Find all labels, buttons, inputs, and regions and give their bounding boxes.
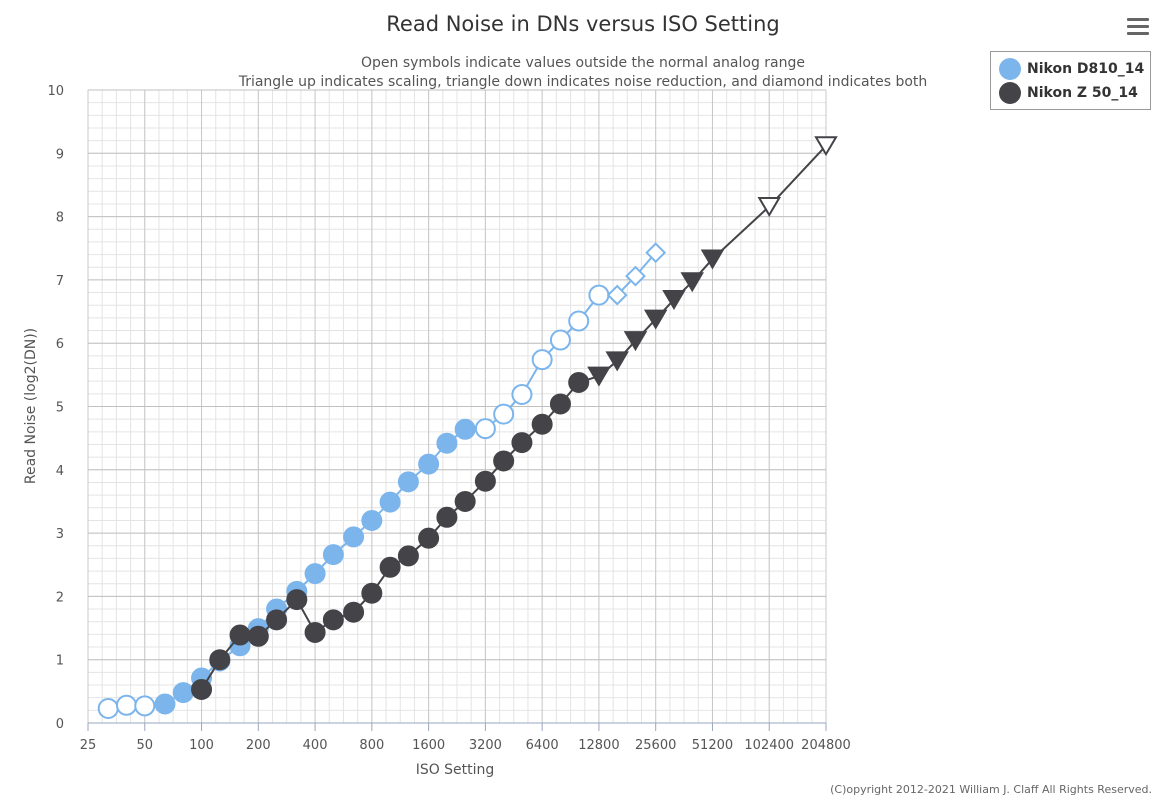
data-point[interactable] (397, 471, 419, 493)
data-point[interactable] (397, 545, 419, 567)
legend-label-series-1: Nikon D810_14 (1027, 61, 1145, 77)
data-point[interactable] (814, 136, 838, 157)
data-point[interactable] (606, 284, 628, 306)
x-tick-label: 800 (359, 738, 384, 753)
data-point[interactable] (361, 582, 383, 604)
y-tick-label: 8 (56, 211, 64, 226)
legend-swatch-series-2 (999, 82, 1021, 104)
data-point[interactable] (474, 418, 496, 440)
chart-subtitle-line-1: Open symbols indicate values outside the… (361, 55, 805, 71)
data-point[interactable] (700, 249, 725, 270)
chart-title: Read Noise in DNs versus ISO Setting (386, 12, 779, 36)
legend-label-series-2: Nikon Z 50_14 (1027, 85, 1138, 101)
data-point[interactable] (343, 526, 365, 548)
data-point[interactable] (343, 601, 365, 623)
data-point[interactable] (680, 272, 704, 293)
data-point[interactable] (605, 351, 629, 372)
y-tick-label: 2 (56, 590, 64, 605)
data-point[interactable] (97, 697, 119, 719)
series-layer (97, 136, 838, 719)
data-point[interactable] (493, 450, 515, 472)
data-point[interactable] (191, 678, 213, 700)
y-tick-label: 5 (56, 401, 64, 416)
data-point[interactable] (134, 695, 156, 717)
y-tick-label: 3 (56, 527, 64, 542)
y-tick-label: 4 (56, 464, 64, 479)
data-point[interactable] (418, 527, 440, 549)
x-tick-label: 400 (303, 738, 328, 753)
x-tick-label: 25600 (635, 738, 676, 753)
data-point[interactable] (154, 693, 176, 715)
y-tick-label: 10 (47, 84, 64, 99)
data-point[interactable] (436, 432, 458, 454)
data-point[interactable] (454, 418, 476, 440)
data-point[interactable] (361, 509, 383, 531)
data-point[interactable] (229, 624, 251, 646)
data-point[interactable] (304, 563, 326, 585)
data-point[interactable] (568, 310, 590, 332)
data-point[interactable] (625, 265, 646, 287)
data-point[interactable] (418, 453, 440, 475)
data-point[interactable] (379, 491, 401, 513)
x-tick-label: 51200 (692, 738, 733, 753)
data-point[interactable] (623, 331, 648, 352)
x-tick-label: 50 (136, 738, 153, 753)
x-tick-label: 1600 (412, 738, 445, 753)
x-tick-label: 6400 (526, 738, 559, 753)
hamburger-menu-icon[interactable] (1127, 18, 1149, 36)
data-point[interactable] (645, 242, 667, 264)
data-point[interactable] (266, 609, 288, 631)
data-point[interactable] (531, 349, 553, 371)
data-point[interactable] (209, 649, 231, 671)
data-point[interactable] (304, 621, 326, 643)
y-tick-label: 7 (56, 274, 64, 289)
data-point[interactable] (757, 196, 781, 217)
chart-subtitle-line-2: Triangle up indicates scaling, triangle … (238, 74, 928, 90)
data-point[interactable] (511, 383, 533, 405)
y-tick-label: 9 (56, 147, 64, 162)
data-point[interactable] (662, 290, 686, 310)
x-tick-label: 3200 (469, 738, 502, 753)
grid (87, 89, 827, 724)
x-axis-label: ISO Setting (416, 762, 495, 778)
data-point[interactable] (549, 329, 571, 351)
x-tick-label: 204800 (801, 738, 851, 753)
data-point[interactable] (568, 371, 590, 393)
axes: 25 50 100 200 400 800 1600 3200 6400 12800 25600 51… (47, 84, 850, 753)
data-point[interactable] (436, 506, 458, 528)
x-tick-label: 100 (189, 738, 214, 753)
legend-swatch-series-1 (999, 58, 1021, 80)
data-point[interactable] (115, 694, 137, 716)
x-tick-label: 12800 (578, 738, 619, 753)
x-tick-label: 200 (246, 738, 271, 753)
data-point[interactable] (286, 589, 308, 611)
data-point[interactable] (322, 609, 344, 631)
data-point[interactable] (643, 309, 668, 330)
data-point[interactable] (379, 556, 401, 578)
data-point[interactable] (247, 625, 269, 647)
y-tick-label: 0 (56, 717, 64, 732)
data-point[interactable] (531, 413, 553, 435)
copyright-notice: (C)opyright 2012-2021 William J. Claff A… (830, 783, 1152, 796)
data-point[interactable] (493, 403, 515, 425)
data-point[interactable] (511, 432, 533, 454)
y-tick-label: 1 (56, 654, 64, 669)
data-point[interactable] (549, 393, 571, 415)
data-point[interactable] (172, 682, 194, 704)
y-tick-label: 6 (56, 337, 64, 352)
series-2 (191, 136, 838, 700)
legend-item-series-2[interactable]: Nikon Z 50_14 (999, 82, 1138, 104)
legend-item-series-1[interactable]: Nikon D810_14 (999, 58, 1144, 80)
x-tick-label: 25 (80, 738, 97, 753)
data-point[interactable] (588, 284, 610, 306)
data-point[interactable] (322, 544, 344, 566)
x-tick-label: 102400 (744, 738, 794, 753)
data-point[interactable] (454, 490, 476, 512)
data-point[interactable] (587, 366, 611, 387)
data-point[interactable] (474, 470, 496, 492)
legend: Nikon D810_14 Nikon Z 50_14 (990, 51, 1151, 110)
y-axis-label: Read Noise (log2(DN)) (23, 328, 39, 484)
